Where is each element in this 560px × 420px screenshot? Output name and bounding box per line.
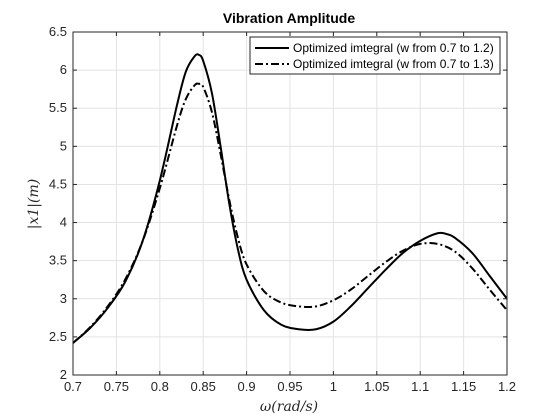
plot-frame xyxy=(72,31,508,376)
x-tick-label: 0.85 xyxy=(191,379,216,394)
chart-title: Vibration Amplitude xyxy=(223,10,355,26)
x-tick-label: 0.75 xyxy=(104,379,129,394)
x-tick-label: 1.1 xyxy=(411,379,429,394)
x-tick-label: 0.7 xyxy=(64,379,82,394)
y-tick-label: 5.5 xyxy=(49,100,67,115)
x-tick-label: 1.15 xyxy=(451,379,476,394)
legend-box xyxy=(249,36,501,75)
y-tick-label: 2 xyxy=(60,367,67,382)
tick-labels: 0.7 0.75 0.8 0.85 0.9 0.95 1 1.05 1.1 1.15 1.2 2 2.5… xyxy=(49,24,516,394)
legend-label-series-2: Optimized imtegral (w from 0.7 to 1.3) xyxy=(293,57,494,71)
series-line-2 xyxy=(72,82,508,344)
y-tick-label: 5 xyxy=(60,138,67,153)
x-tick-label: 0.95 xyxy=(277,379,302,394)
y-tick-label: 3 xyxy=(60,291,67,306)
y-tick-label: 3.5 xyxy=(49,253,67,268)
axes xyxy=(72,31,508,376)
y-axis-label: |x1|(m) xyxy=(26,179,42,229)
series-line-1 xyxy=(72,53,508,344)
y-tick-label: 6.5 xyxy=(49,24,67,39)
y-tick-label: 4 xyxy=(60,215,67,230)
y-tick-label: 2.5 xyxy=(49,329,67,344)
y-tick-label: 6 xyxy=(60,62,67,77)
legend-label-series-1: Optimized imtegral (w from 0.7 to 1.2) xyxy=(293,41,494,55)
y-tick-label: 4.5 xyxy=(49,176,67,191)
series-layer xyxy=(72,53,508,344)
x-tick-label: 0.8 xyxy=(151,379,169,394)
x-tick-label: 1 xyxy=(330,379,337,394)
legend: Optimized imtegral (w from 0.7 to 1.2) O… xyxy=(249,36,501,75)
x-axis-label: ω(rad/s) xyxy=(260,399,318,415)
x-tick-label: 1.2 xyxy=(498,379,516,394)
x-tick-label: 0.9 xyxy=(238,379,256,394)
x-tick-label: 1.05 xyxy=(364,379,389,394)
